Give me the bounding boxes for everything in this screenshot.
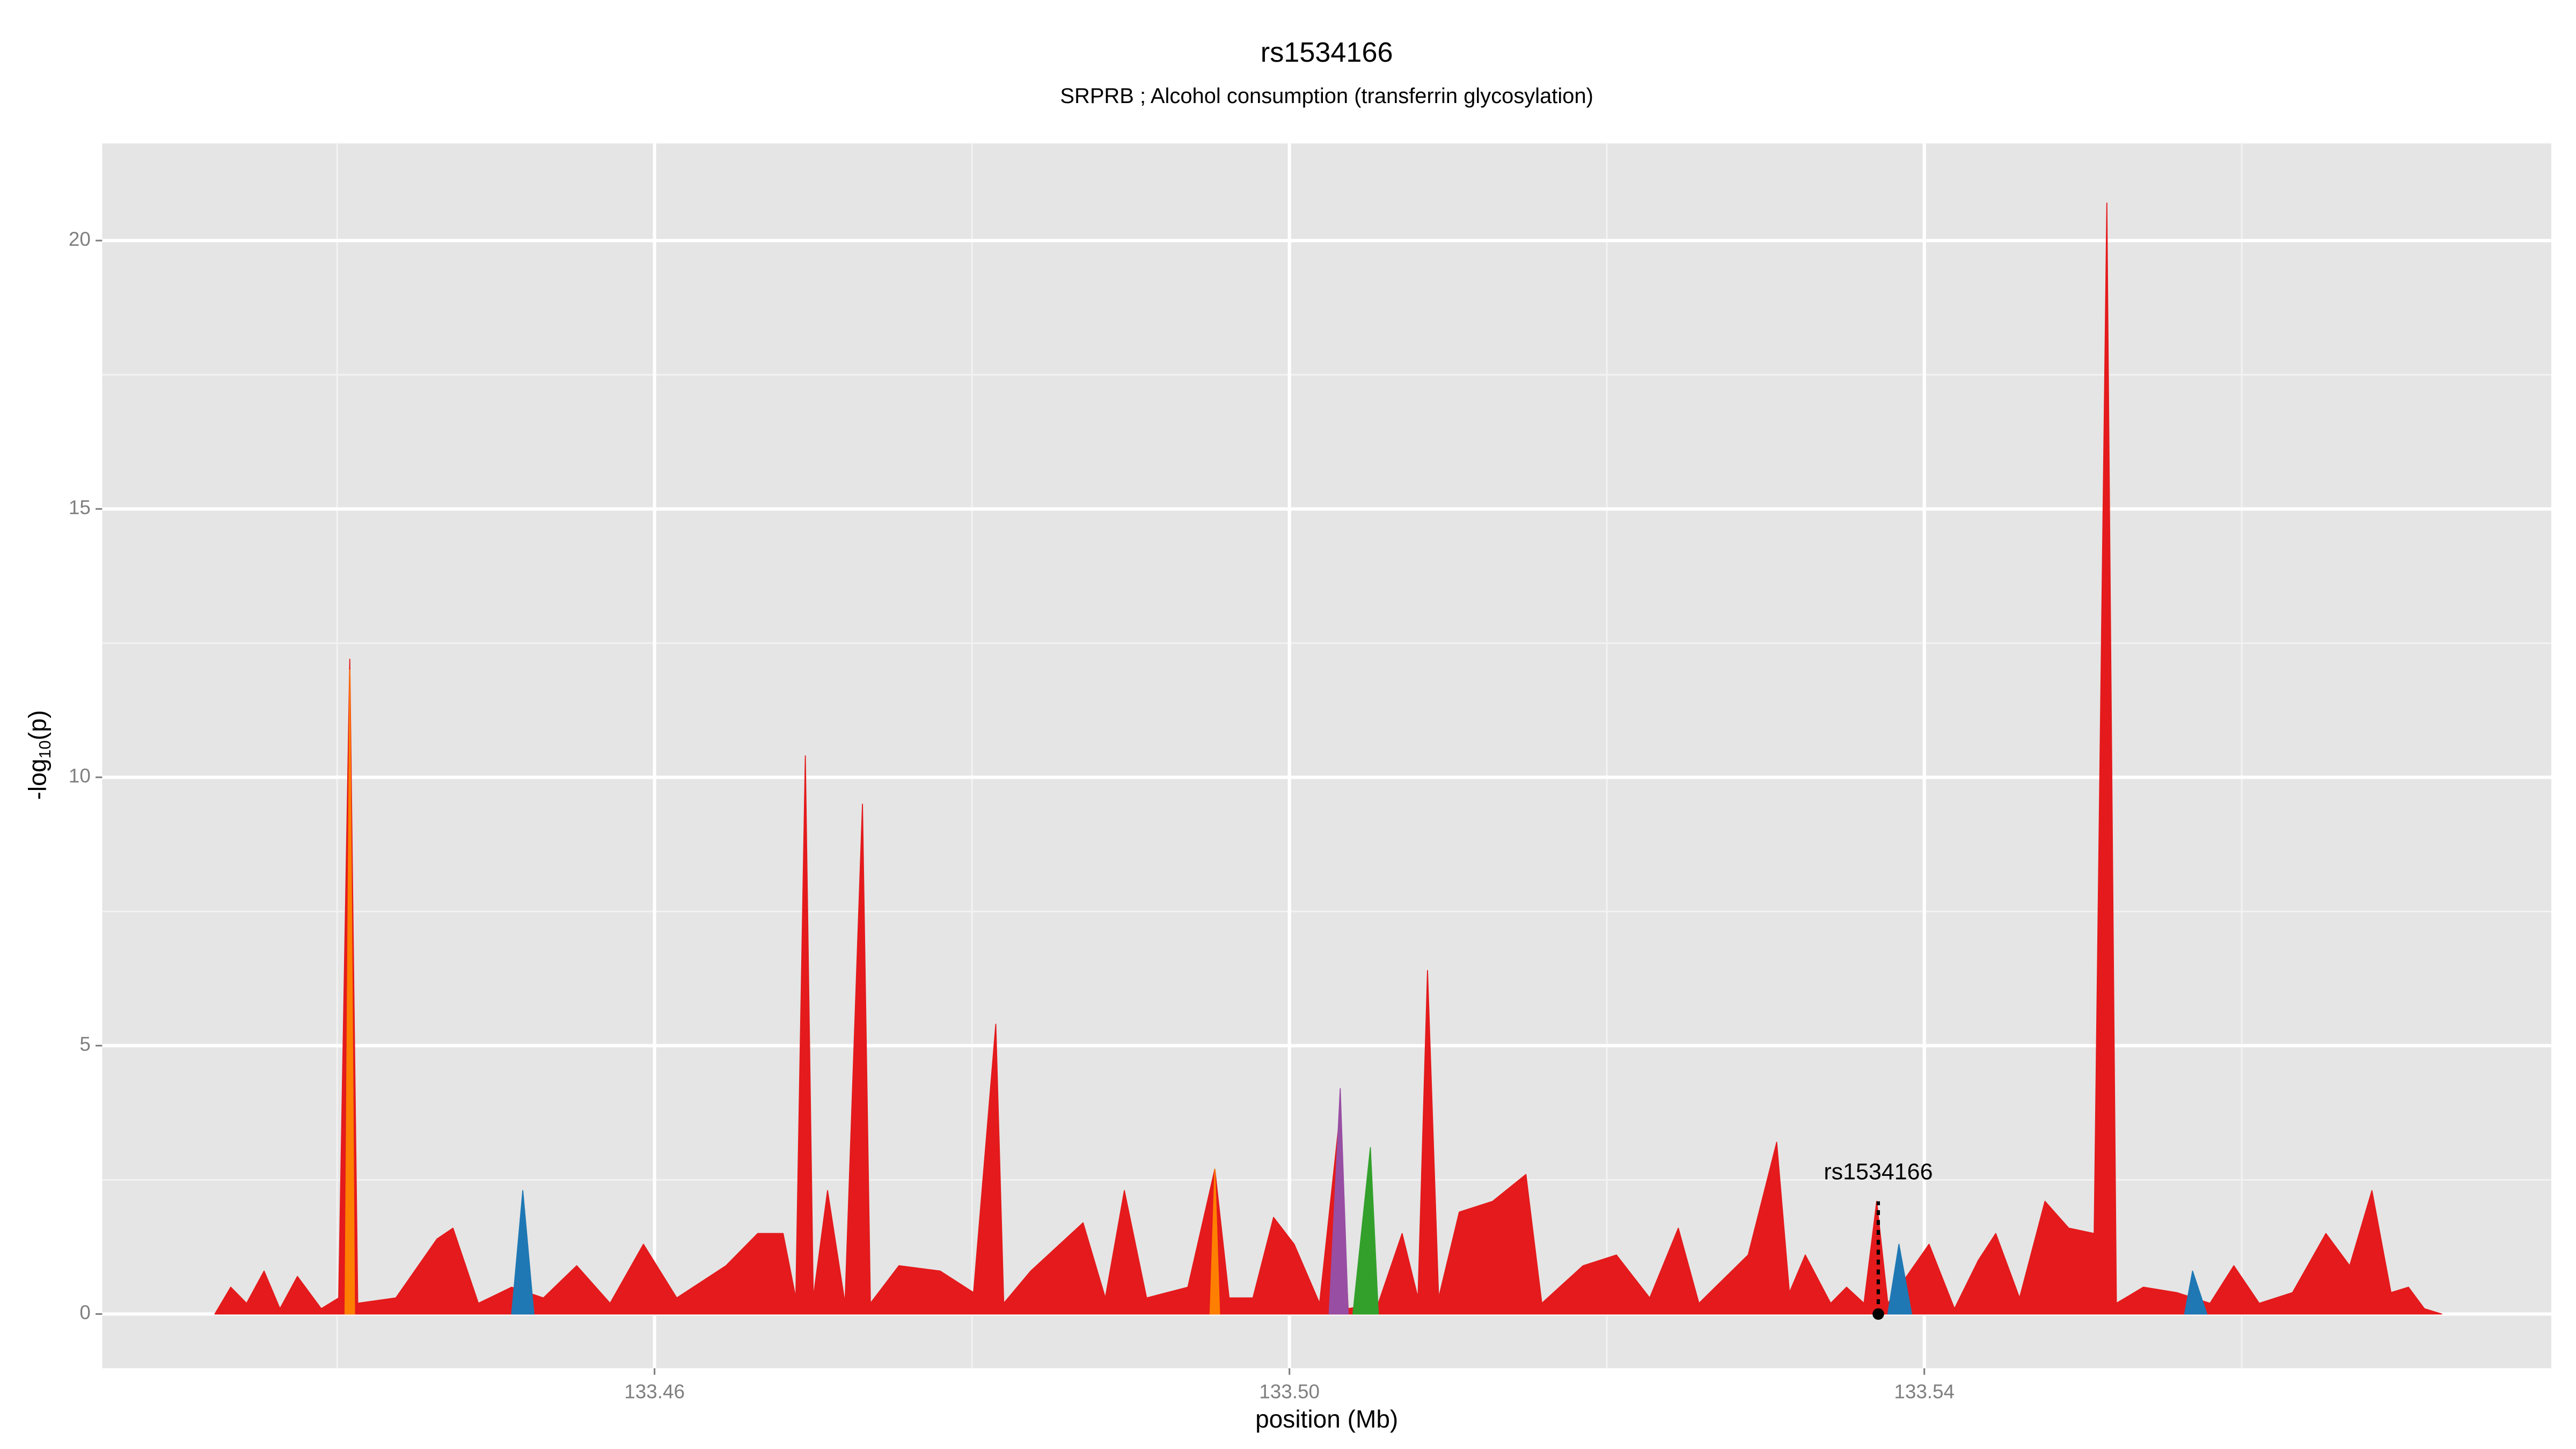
x-axis-label: position (Mb) (1255, 1405, 1398, 1433)
x-tick-label: 133.50 (1259, 1380, 1320, 1402)
area (511, 1190, 2208, 1315)
area (344, 669, 1220, 1315)
area (1352, 1147, 1379, 1315)
plot-panel (102, 143, 2551, 1368)
chart-title: rs1534166 (1261, 37, 1393, 68)
y-label-part: -log (24, 759, 52, 800)
x-tick-label: 133.46 (624, 1380, 685, 1402)
y-tick-label: 5 (79, 1033, 90, 1055)
y-axis-label: -log10(p) (24, 710, 54, 800)
y-label-sub: 10 (35, 740, 54, 758)
area (1328, 1088, 1349, 1315)
annotation-label: rs1534166 (1824, 1159, 1933, 1185)
y-label-part: (p) (24, 710, 52, 740)
annotation-point (1872, 1308, 1884, 1320)
y-tick-label: 15 (69, 496, 91, 518)
chart-subtitle: SRPRB ; Alcohol consumption (transferrin… (1060, 84, 1593, 108)
x-tick-label: 133.54 (1894, 1380, 1955, 1402)
y-tick-label: 20 (69, 228, 91, 250)
y-tick-label: 0 (79, 1301, 90, 1323)
y-tick-label: 10 (69, 765, 91, 787)
